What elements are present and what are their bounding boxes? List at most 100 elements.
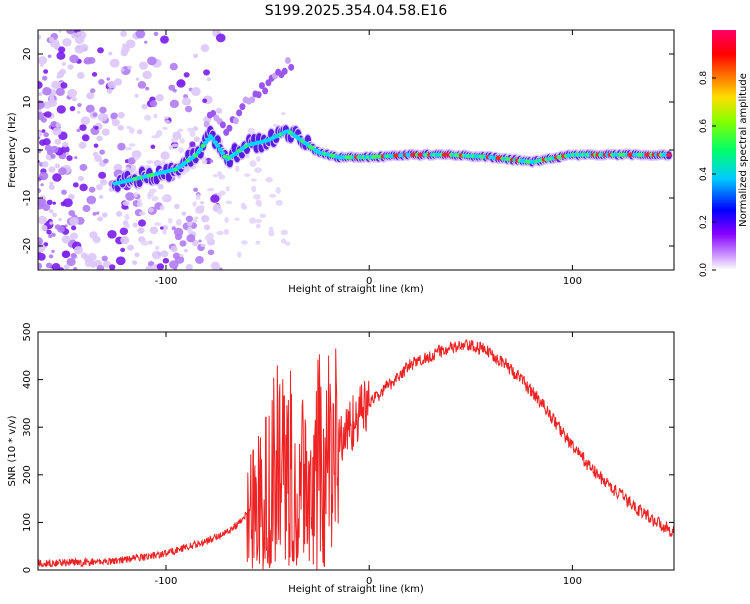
noise-speckle — [61, 250, 71, 259]
noise-speckle — [145, 265, 153, 270]
noise-speckle — [212, 173, 218, 178]
noise-speckle — [127, 157, 136, 165]
noise-speckle — [38, 136, 41, 140]
noise-speckle — [38, 148, 42, 154]
noise-speckle — [69, 216, 79, 226]
noise-speckle — [268, 226, 274, 232]
noise-speckle — [169, 99, 179, 109]
snr-x-ticks: -100 0 100 — [155, 332, 582, 587]
noise-speckle — [97, 113, 108, 122]
noise-speckle — [47, 54, 52, 58]
noise-speckle — [149, 226, 159, 235]
noise-speckle — [251, 178, 257, 182]
noise-speckle — [79, 163, 88, 171]
noise-speckle — [253, 194, 261, 200]
noise-speckle — [87, 252, 97, 262]
noise-speckle — [170, 245, 178, 253]
noise-speckle — [223, 228, 229, 235]
noise-speckle — [167, 217, 173, 224]
noise-speckle — [55, 122, 62, 128]
noise-speckle — [99, 106, 107, 114]
noise-speckle — [52, 201, 56, 205]
noise-speckle — [51, 249, 55, 253]
spectrogram-marks — [38, 30, 673, 270]
noise-speckle — [189, 130, 196, 138]
noise-speckle — [162, 229, 167, 235]
noise-speckle — [185, 263, 193, 270]
noise-speckle — [207, 249, 215, 256]
noise-speckle — [48, 209, 54, 214]
figure-title: S199.2025.354.04.58.E16 — [265, 3, 448, 19]
noise-speckle — [52, 173, 62, 182]
noise-speckle — [69, 106, 76, 112]
noise-speckle — [61, 62, 66, 66]
noise-speckle — [117, 111, 125, 119]
noise-speckle — [43, 132, 49, 138]
noise-speckle — [120, 49, 128, 57]
noise-speckle — [132, 222, 138, 228]
noise-speckle — [66, 257, 76, 267]
noise-speckle — [137, 219, 147, 227]
snr-series-line — [38, 338, 674, 570]
sideband-blob — [281, 67, 288, 75]
noise-speckle — [50, 154, 56, 159]
noise-speckle — [67, 88, 78, 98]
noise-speckle — [151, 250, 162, 260]
colorbar-gradient — [712, 30, 736, 270]
noise-speckle — [60, 82, 68, 89]
noise-speckle — [174, 233, 182, 241]
noise-speckle — [268, 229, 275, 237]
noise-speckle — [194, 216, 199, 220]
y-tick-label: 0 — [22, 567, 33, 573]
noise-speckle — [171, 226, 176, 231]
ridge-core — [215, 143, 221, 148]
noise-speckle — [46, 199, 53, 205]
noise-speckle — [170, 137, 178, 143]
noise-speckle — [65, 151, 70, 156]
noise-speckle — [86, 195, 97, 205]
noise-speckle — [66, 30, 75, 35]
noise-speckle — [38, 112, 45, 120]
noise-speckle — [216, 208, 223, 215]
noise-speckle — [150, 144, 156, 149]
noise-speckle — [123, 223, 130, 229]
noise-speckle — [92, 211, 97, 216]
noise-speckle — [109, 58, 120, 68]
spectrogram-frame — [38, 30, 674, 270]
noise-speckle — [215, 107, 223, 114]
colorbar-tick-label: 0.6 — [699, 119, 709, 134]
x-tick-label: 100 — [563, 576, 582, 587]
noise-speckle — [134, 155, 139, 161]
noise-speckle — [139, 211, 146, 216]
noise-speckle — [76, 110, 81, 114]
noise-speckle — [55, 87, 65, 97]
noise-speckle — [153, 31, 159, 37]
noise-speckle — [137, 227, 145, 234]
noise-speckle — [39, 139, 47, 146]
noise-speckle — [101, 128, 110, 136]
noise-speckle — [96, 211, 100, 215]
noise-speckle — [254, 218, 262, 224]
noise-speckle — [142, 70, 152, 80]
noise-speckle — [187, 127, 195, 132]
noise-speckle — [135, 77, 140, 81]
noise-speckle — [66, 155, 73, 161]
noise-speckle — [44, 111, 52, 118]
noise-speckle — [149, 188, 157, 193]
noise-speckle — [41, 129, 46, 133]
noise-speckle — [38, 198, 47, 207]
x-tick-label: -100 — [155, 276, 178, 287]
noise-speckle — [101, 212, 108, 218]
noise-speckle — [107, 80, 116, 89]
sideband-blob — [232, 117, 239, 125]
noise-speckle — [120, 68, 125, 72]
noise-speckle — [202, 98, 208, 104]
snr-marks — [38, 338, 674, 570]
noise-speckle — [100, 179, 108, 186]
noise-speckle — [85, 104, 95, 113]
noise-speckle — [98, 194, 104, 199]
noise-speckle — [254, 167, 262, 173]
y-tick-label: 400 — [22, 370, 33, 389]
noise-speckle — [186, 234, 196, 243]
